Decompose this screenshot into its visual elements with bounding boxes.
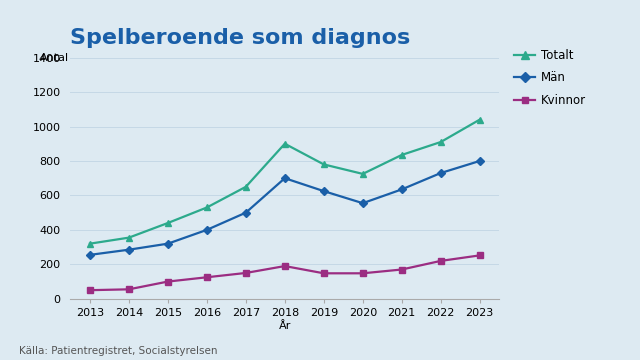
Text: Källa: Patientregistret, Socialstyrelsen: Källa: Patientregistret, Socialstyrelsen [19,346,218,356]
Kvinnor [359,271,367,275]
Line: Totalt: Totalt [87,117,483,247]
Män [398,187,406,192]
Totalt [476,117,484,122]
Män [242,211,250,215]
Män [320,189,328,193]
Totalt [320,162,328,167]
Kvinnor [320,271,328,275]
Kvinnor [86,288,93,292]
Kvinnor [242,271,250,275]
Totalt [281,141,289,146]
Line: Kvinnor: Kvinnor [87,252,483,293]
Legend: Totalt, Män, Kvinnor: Totalt, Män, Kvinnor [509,44,591,112]
Män [281,176,289,180]
Män [125,248,132,252]
Totalt [359,172,367,176]
Y-axis label: Antal: Antal [40,53,70,63]
Kvinnor [125,287,132,292]
Män [203,228,211,232]
Kvinnor [398,267,406,272]
Text: Spelberoende som diagnos: Spelberoende som diagnos [70,28,411,48]
Totalt [203,205,211,210]
Män [359,201,367,205]
X-axis label: År: År [278,321,291,330]
Män [437,171,445,175]
Totalt [164,221,172,225]
Män [86,253,93,257]
Totalt [398,153,406,157]
Kvinnor [281,264,289,268]
Totalt [242,185,250,189]
Kvinnor [203,275,211,279]
Totalt [437,140,445,144]
Line: Män: Män [87,158,483,258]
Kvinnor [476,253,484,257]
Kvinnor [164,279,172,284]
Totalt [86,242,93,246]
Män [164,242,172,246]
Totalt [125,235,132,240]
Män [476,159,484,163]
Kvinnor [437,259,445,263]
